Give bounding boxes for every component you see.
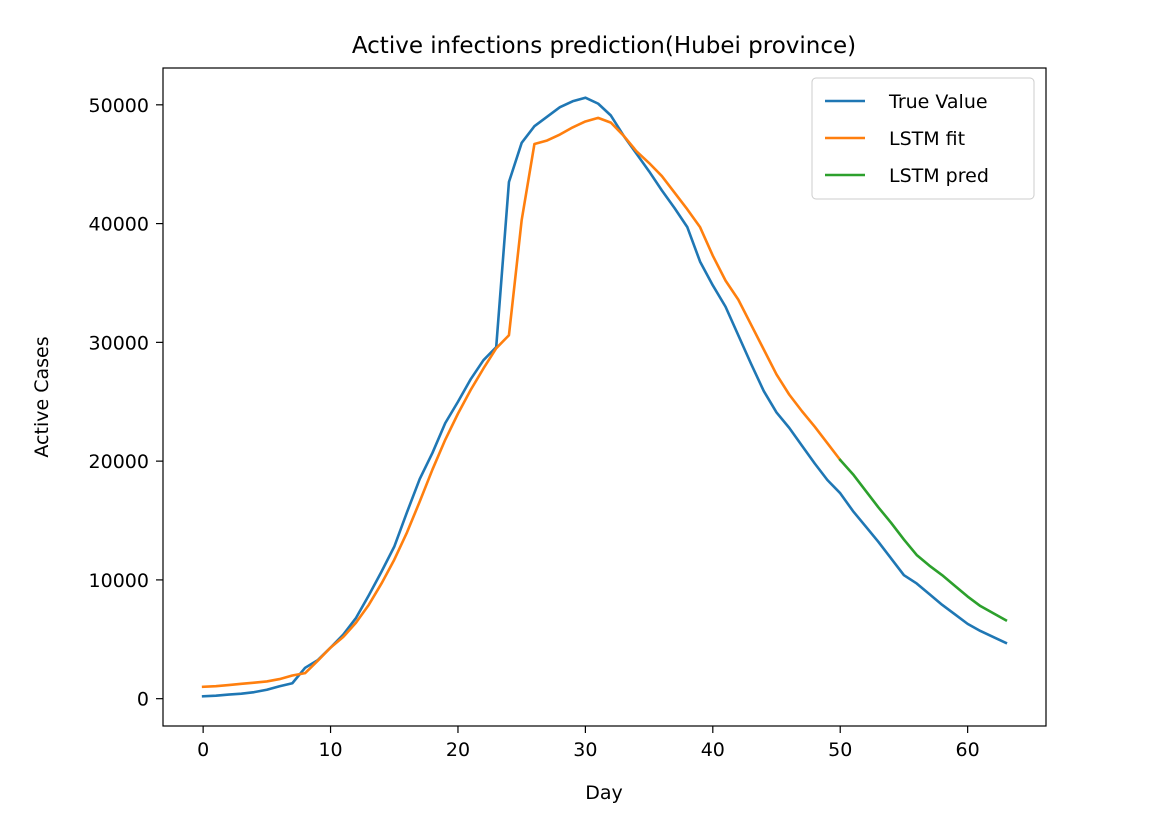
chart-title: Active infections prediction(Hubei provi… — [352, 33, 856, 59]
series-layer — [201, 96, 1008, 698]
x-tick-label: 60 — [956, 739, 980, 761]
y-tick-label: 40000 — [89, 214, 149, 236]
y-axis-label: Active Cases — [31, 336, 53, 457]
legend-label-true-value: True Value — [888, 91, 988, 113]
x-tick-label: 50 — [828, 739, 852, 761]
x-tick-label: 30 — [573, 739, 597, 761]
series-line-lstm-fit — [201, 116, 843, 689]
legend-entry-lstm-fit: LSTM fit — [825, 128, 965, 150]
y-tick-label: 20000 — [89, 451, 149, 473]
legend-entry-true-value: True Value — [825, 91, 988, 113]
x-tick-label: 40 — [701, 739, 725, 761]
x-axis-label: Day — [585, 782, 623, 804]
y-tick-label: 10000 — [89, 570, 149, 592]
series-line-lstm-pred — [838, 458, 1008, 623]
x-tick-label: 20 — [446, 739, 470, 761]
y-tick-label: 0 — [137, 689, 149, 711]
y-tick-label: 30000 — [89, 332, 149, 354]
x-tick-label: 0 — [197, 739, 209, 761]
legend-label-lstm-fit: LSTM fit — [889, 128, 965, 150]
legend-entry-lstm-pred: LSTM pred — [825, 165, 989, 187]
plot-area — [162, 67, 1047, 727]
legend-box — [811, 77, 1035, 200]
legend-label-lstm-pred: LSTM pred — [889, 165, 989, 187]
legend: True Value LSTM fit LSTM pred — [811, 77, 1035, 200]
y-axis-ticks: 0 10000 20000 30000 40000 50000 — [89, 95, 163, 711]
axes-frame — [162, 67, 1047, 727]
x-axis-ticks: 0 10 20 30 40 50 60 — [197, 726, 980, 761]
y-tick-label: 50000 — [89, 95, 149, 117]
x-tick-label: 10 — [318, 739, 342, 761]
